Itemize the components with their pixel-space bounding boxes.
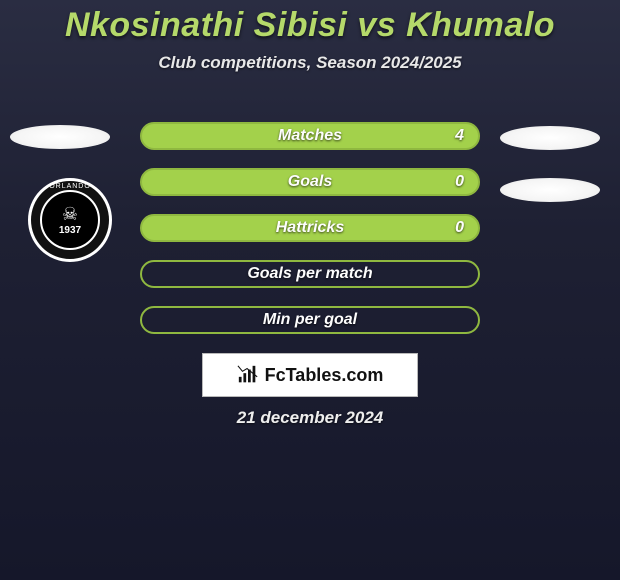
subtitle: Club competitions, Season 2024/2025 <box>0 53 620 73</box>
stat-label: Goals per match <box>247 265 372 283</box>
badge-top-text: ORLANDO <box>31 183 109 190</box>
stat-value: 0 <box>455 173 464 191</box>
stat-row-hattricks: Hattricks 0 <box>140 214 480 242</box>
stat-value: 0 <box>455 219 464 237</box>
skull-icon: ☠ <box>62 205 78 223</box>
stat-value: 4 <box>455 127 464 145</box>
stat-row-min-per-goal: Min per goal <box>140 306 480 334</box>
stat-label: Min per goal <box>263 311 357 329</box>
player-oval-right-1 <box>500 126 600 150</box>
stat-label: Matches <box>278 127 342 145</box>
stat-label: Hattricks <box>276 219 344 237</box>
stat-row-goals: Goals 0 <box>140 168 480 196</box>
footer-date: 21 december 2024 <box>0 408 620 428</box>
stat-row-goals-per-match: Goals per match <box>140 260 480 288</box>
stats-panel: Matches 4 Goals 0 Hattricks 0 Goals per … <box>140 122 480 352</box>
bar-chart-icon <box>237 364 259 386</box>
badge-year: 1937 <box>59 225 81 236</box>
stat-row-matches: Matches 4 <box>140 122 480 150</box>
club-badge: ORLANDO ☠ 1937 <box>28 178 112 262</box>
stat-label: Goals <box>288 173 332 191</box>
player-oval-right-2 <box>500 178 600 202</box>
page-title: Nkosinathi Sibisi vs Khumalo <box>0 0 620 45</box>
brand-text: FcTables.com <box>265 365 384 386</box>
brand-link[interactable]: FcTables.com <box>202 353 418 397</box>
player-oval-left <box>10 125 110 149</box>
